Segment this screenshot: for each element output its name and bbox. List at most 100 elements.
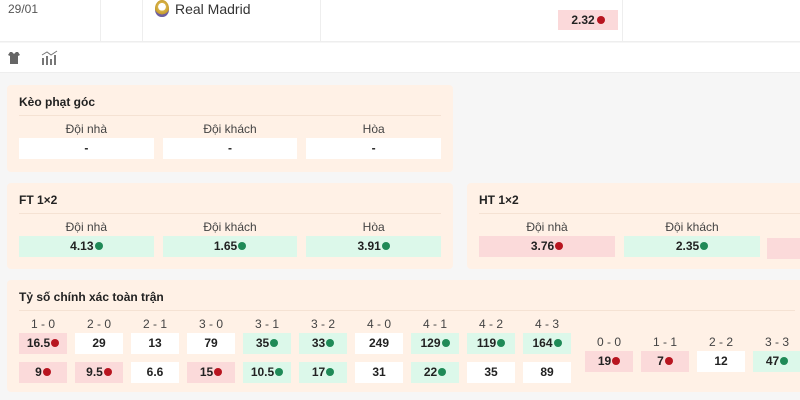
odds-cell[interactable]: 4.13 [19,236,154,257]
odds-value: 35 [484,365,498,379]
market-column: Đội khách - [162,120,298,159]
odds-value: 1.65 [213,239,238,253]
odds-cell[interactable]: 33 [299,333,347,354]
column-label: Đội khách [665,220,719,234]
arrow-up-icon [438,368,447,376]
score-label: 3 - 1 [254,317,279,331]
odds-value: 16.5 [26,336,51,350]
odds-cell[interactable]: 19 [585,351,633,372]
score-column: 1 - 1 7 [641,333,689,391]
arrow-down-icon [51,339,60,347]
odd-value: 2.32 [571,13,595,27]
odds-value: 164 [532,336,553,350]
score-column: 2 - 2 12 [697,333,745,391]
column-label: Đội khách [203,220,257,234]
odds-cell[interactable]: 47 [753,351,800,372]
odds-value: 129 [420,336,441,350]
score-column: 4 - 1 129 22 [411,315,459,391]
arrow-up-icon [326,339,335,347]
odds-cell[interactable]: 35 [467,362,515,383]
score-label: 2 - 0 [86,317,111,331]
score-label: 3 - 3 [764,335,789,349]
odds-cell[interactable]: 12 [697,351,745,372]
arrow-up-icon [275,368,284,376]
arrow-up-icon [553,339,562,347]
score-label: 0 - 0 [596,335,621,349]
arrow-up-icon [381,242,390,250]
odds-cell[interactable] [767,238,800,259]
market-column: Đội nhà 4.13 [19,218,154,257]
match-row: 29/01 Real Madrid 2.32 [0,0,800,42]
odds-cell[interactable]: 16.5 [19,333,67,354]
score-label: 1 - 0 [30,317,55,331]
odds-value: 7 [657,354,664,368]
stats-chart-icon[interactable] [41,50,59,66]
odds-cell[interactable]: 2.35 [624,236,760,257]
odds-value: 6.6 [146,365,164,379]
odd-cell[interactable]: 2.32 [558,10,618,30]
arrow-up-icon [270,339,279,347]
arrow-up-icon [94,242,103,250]
score-column: 1 - 0 16.5 9 [19,315,67,391]
odds-cell[interactable]: 249 [355,333,403,354]
odds-cell[interactable]: 129 [411,333,459,354]
odds-cell[interactable]: 9.5 [75,362,123,383]
market-column: Hòa - [306,120,442,159]
odds-cell[interactable]: 9 [19,362,67,383]
odds-value: - [84,141,89,155]
odds-cell[interactable]: - [19,138,154,159]
score-column: 3 - 3 47 [753,333,800,391]
shirt-icon[interactable] [7,51,21,65]
team-real-madrid[interactable]: Real Madrid [155,0,250,17]
odds-cell[interactable]: 29 [75,333,123,354]
odds-cell[interactable]: 164 [523,333,571,354]
odds-cell[interactable]: 22 [411,362,459,383]
odds-value: 15 [199,365,214,379]
odds-value: 29 [92,336,106,350]
odds-value: 4.13 [70,239,94,253]
arrow-up-icon [497,339,506,347]
odds-value: 9.5 [86,365,103,379]
arrow-down-icon [42,368,51,376]
arrow-down-icon [664,357,673,365]
odds-value: 3.76 [530,239,555,253]
odds-cell[interactable]: 7 [641,351,689,372]
odds-cell[interactable]: 15 [187,362,235,383]
odds-cell[interactable]: 3.76 [479,236,615,257]
odds-cell[interactable]: 1.65 [162,236,298,257]
toolbar [0,43,800,73]
market-column: Đội khách 1.65 [162,218,298,257]
odds-value: - [371,141,376,155]
odds-cell[interactable]: 119 [467,333,515,354]
odds-value: 12 [714,354,728,368]
odds-value: 249 [368,336,390,350]
odds-cell[interactable]: 13 [131,333,179,354]
odds-cell[interactable]: 79 [187,333,235,354]
odds-cell[interactable]: 89 [523,362,571,383]
ht-1x2-panel: HT 1×2 Đội nhà 3.76 Đội khách 2.35 [467,183,800,269]
ft-1x2-panel: FT 1×2 Đội nhà 4.13 Đội khách 1.65 Hòa 3.91 [7,183,453,269]
odds-value: 47 [765,354,780,368]
market-column: Đội nhà - [19,120,154,159]
odds-cell[interactable]: - [162,138,298,159]
arrow-up-icon [238,242,247,250]
odds-cell[interactable]: 35 [243,333,291,354]
score-label: 3 - 2 [310,317,335,331]
score-column: 4 - 2 119 35 [467,315,515,391]
odds-cell[interactable]: 17 [299,362,347,383]
column-label: Hòa [362,122,385,136]
odds-cell[interactable]: 3.91 [306,236,442,257]
arrow-down-icon [103,368,112,376]
odds-cell[interactable]: 6.6 [131,362,179,383]
column-label: Đội nhà [526,220,568,234]
club-crest-icon [155,0,169,17]
arrow-down-icon [612,357,621,365]
odds-cell[interactable]: 31 [355,362,403,383]
odds-cell[interactable]: 10.5 [243,362,291,383]
column-label: Hòa [362,220,385,234]
arrow-up-icon [326,368,335,376]
arrow-down-icon [214,368,223,376]
score-column: 4 - 3 164 89 [523,315,571,391]
odds-cell[interactable]: - [306,138,442,159]
corner-kick-panel: Kèo phạt góc Đội nhà - Đội khách - Hòa - [7,85,453,172]
